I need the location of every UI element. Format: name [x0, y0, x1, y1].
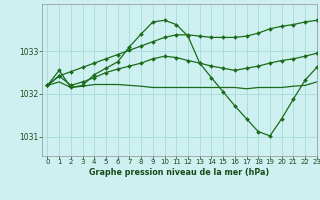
X-axis label: Graphe pression niveau de la mer (hPa): Graphe pression niveau de la mer (hPa)	[89, 168, 269, 177]
